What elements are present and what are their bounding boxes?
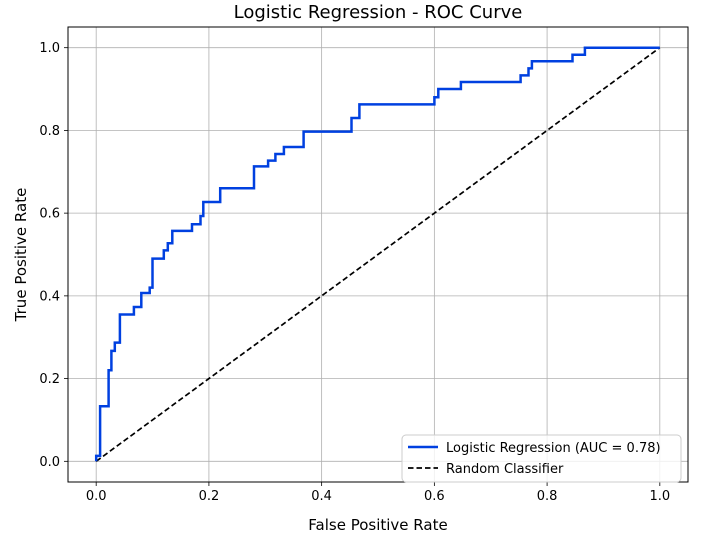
series-layer: [94, 46, 661, 462]
y-tick-label: 0.6: [39, 207, 60, 222]
legend: Logistic Regression (AUC = 0.78) Random …: [401, 434, 682, 483]
random-classifier-diagonal: [95, 47, 661, 462]
x-tick-label: 0.4: [311, 489, 332, 504]
x-axis-label: False Positive Rate: [308, 516, 447, 534]
legend-box: [401, 434, 682, 483]
x-tick-label: 0.6: [424, 489, 445, 504]
y-axis-label: True Positive Rate: [12, 188, 30, 323]
x-tick-label: 0.0: [86, 489, 107, 504]
grid: [68, 27, 688, 482]
plot-frame: [67, 26, 689, 483]
axis-ticks: 0.0 0.2 0.4 0.6 0.8 1.0 0.0 0.2 0.4 0.6 0.8 1.0: [39, 41, 670, 504]
roc-curve-logistic-regression: [94, 46, 660, 462]
x-tick-label: 1.0: [649, 489, 670, 504]
x-tick-label: 0.8: [537, 489, 558, 504]
y-tick-label: 0.4: [39, 289, 60, 304]
y-tick-label: 0.2: [39, 372, 60, 387]
y-tick-label: 0.8: [39, 124, 60, 139]
y-tick-label: 0.0: [39, 455, 60, 470]
chart-title: Logistic Regression - ROC Curve: [234, 2, 523, 23]
x-tick-label: 0.2: [199, 489, 220, 504]
y-tick-label: 1.0: [39, 41, 60, 56]
legend-label-logistic-regression: Logistic Regression (AUC = 0.78): [446, 441, 661, 456]
legend-label-random-classifier: Random Classifier: [446, 462, 564, 477]
